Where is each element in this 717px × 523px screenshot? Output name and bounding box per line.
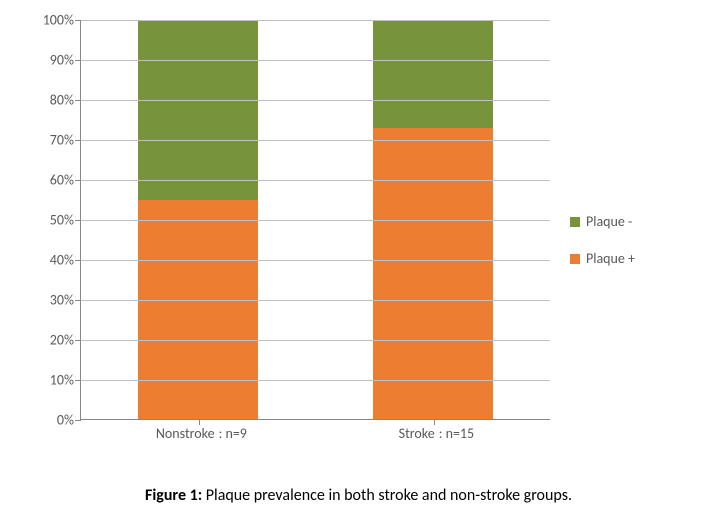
caption-text: Plaque prevalence in both stroke and non… — [202, 486, 572, 505]
gridline — [81, 60, 550, 61]
y-tick-label: 30% — [50, 292, 74, 309]
x-axis-label: Stroke: n=15 — [399, 425, 474, 442]
y-axis: 0%10%20%30%40%50%60%70%80%90%100% — [30, 20, 80, 420]
category-count: : n=9 — [219, 425, 247, 442]
gridline — [81, 140, 550, 141]
legend-label: Plaque - — [586, 213, 632, 230]
y-tick-label: 80% — [50, 92, 74, 109]
gridline — [81, 300, 550, 301]
bar-segment-plaque-minus — [138, 20, 258, 200]
legend-item: Plaque + — [570, 250, 690, 267]
y-tick-label: 50% — [50, 212, 74, 229]
bar-segment-plaque-plus — [373, 128, 493, 419]
figure-caption: Figure 1: Plaque prevalence in both stro… — [0, 486, 717, 505]
x-axis-labels: Nonstroke: n=9 Stroke: n=15 — [80, 425, 550, 442]
y-tick-label: 20% — [50, 332, 74, 349]
gridline — [81, 100, 550, 101]
x-axis-label: Nonstroke: n=9 — [156, 425, 247, 442]
caption-prefix: Figure 1: — [145, 486, 202, 505]
plot-area — [80, 20, 550, 420]
y-tick-label: 40% — [50, 252, 74, 269]
category-label: Stroke — [399, 425, 435, 442]
gridline — [81, 380, 550, 381]
category-label: Nonstroke — [156, 425, 215, 442]
y-tick-label: 70% — [50, 132, 74, 149]
y-tick-label: 10% — [50, 372, 74, 389]
gridline — [81, 180, 550, 181]
gridline — [81, 20, 550, 21]
y-tick-label: 60% — [50, 172, 74, 189]
legend-item: Plaque - — [570, 213, 690, 230]
y-tick-label: 90% — [50, 52, 74, 69]
bar-segment-plaque-minus — [373, 20, 493, 128]
category-count: : n=15 — [439, 425, 474, 442]
gridline — [81, 260, 550, 261]
chart-container: 0%10%20%30%40%50%60%70%80%90%100% Plaque… — [30, 20, 700, 460]
legend-label: Plaque + — [586, 250, 635, 267]
y-tick-label: 100% — [43, 12, 74, 29]
y-tick-label: 0% — [57, 412, 74, 429]
legend: Plaque - Plaque + — [550, 20, 690, 460]
gridline — [81, 340, 550, 341]
gridline — [81, 220, 550, 221]
y-tick-mark — [75, 420, 81, 421]
legend-swatch — [570, 254, 580, 264]
bar-segment-plaque-plus — [138, 200, 258, 419]
legend-swatch — [570, 217, 580, 227]
